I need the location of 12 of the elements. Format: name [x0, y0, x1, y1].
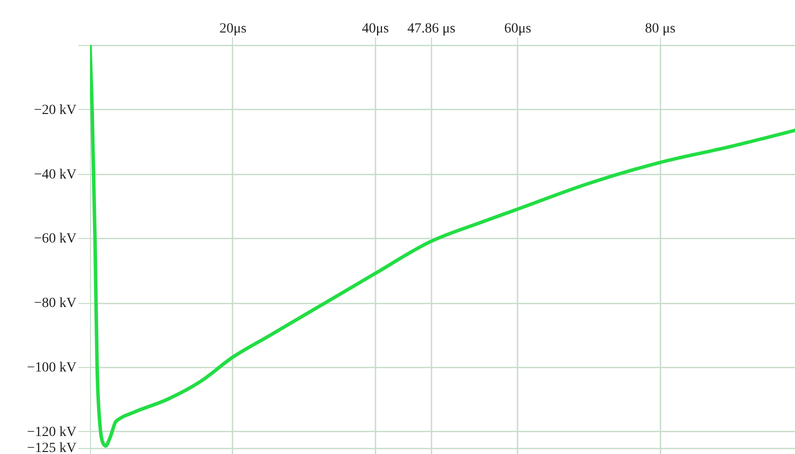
x-tick-label: 60μs	[504, 22, 532, 36]
y-tick-label: −100 kV	[26, 360, 76, 376]
y-tick-label: −20 kV	[34, 102, 76, 118]
x-tick-label: 80 μs	[644, 22, 676, 36]
y-tick-label: −60 kV	[34, 232, 76, 247]
x-tick-label: 40μs	[362, 22, 389, 36]
y-tick-label: −120 kV	[26, 424, 76, 440]
y-tick-label: −125 kV	[26, 441, 76, 454]
x-tick-label: 20μs	[219, 22, 246, 36]
y-tick-label: −40 kV	[34, 167, 76, 182]
x-tick-label: 47.86 μs	[407, 22, 456, 36]
y-tick-label: −80 kV	[34, 296, 76, 312]
